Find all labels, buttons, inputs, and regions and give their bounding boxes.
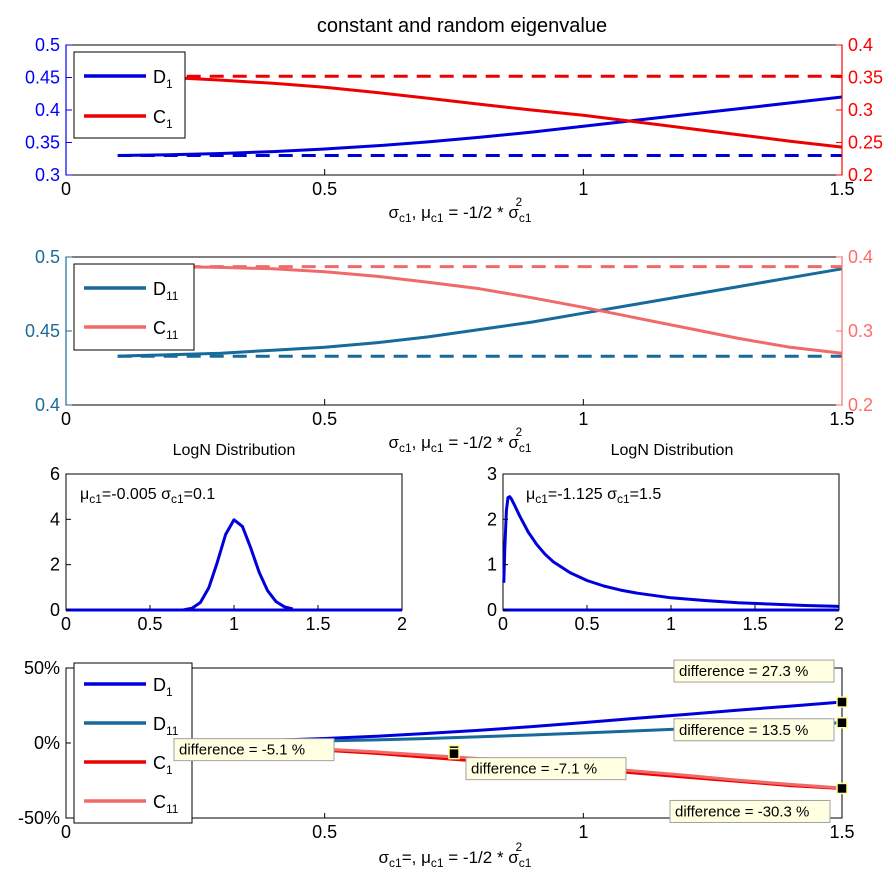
p2-ytick-left-label: 0.5 [35,247,60,267]
p3-xtick-label: 1 [229,614,239,634]
p1-ytick-left-label: 0.45 [25,68,60,88]
p1-ytick-right-label: 0.3 [848,100,873,120]
p5-xtick-label: 1.5 [829,822,854,842]
panel-4-title: LogN Distribution [611,442,734,459]
p1-xtick-label: 0 [61,179,71,199]
p2-xtick-label: 0.5 [312,409,337,429]
panel-1-legend: D1 C1 [73,51,186,139]
datatip-label: difference = -30.3 % [675,803,809,820]
p1-ytick-left-label: 0.35 [25,133,60,153]
panel-2-x-axis-label: σc1, μc1 = -1/2 * σc12 [388,425,531,455]
p1-ytick-left-label: 0.3 [35,165,60,185]
p3-ytick-label: 4 [50,509,60,529]
panel-5-x-axis-label: σc1=, μc1 = -1/2 * σc12 [379,840,532,870]
datatip-box [673,718,835,742]
p3-ytick-label: 0 [50,600,60,620]
p4-ytick-label: 0 [487,600,497,620]
p4-xtick-label: 2 [834,614,844,634]
p2-ytick-right-label: 0.3 [848,321,873,341]
p3-series-0 [183,518,294,612]
p3-xtick-label: 2 [397,614,407,634]
p2-ytick-right-label: 0.2 [848,395,873,415]
p5-xtick-label: 0 [61,822,71,842]
p1-ytick-right-label: 0.25 [848,133,883,153]
panel-3-title: LogN Distribution [173,442,296,459]
datatip-label: difference = 27.3 % [679,663,808,680]
p1-ytick-right-label: 0.4 [848,35,873,55]
p3-xtick-label: 1.5 [305,614,330,634]
datatip-marker[interactable] [836,782,848,795]
p5-ytick-label: 0% [34,733,60,753]
panel-4-axes-box [502,473,840,611]
p1-xtick-label: 1 [578,179,588,199]
datatip-box [173,738,335,762]
p4-ytick-label: 3 [487,464,497,484]
p1-xtick-label: 1.5 [829,179,854,199]
p4-xtick-label: 1 [666,614,676,634]
p1-ytick-left-label: 0.5 [35,35,60,55]
p2-ytick-right-label: 0.4 [848,247,873,267]
datatip-label: difference = -5.1 % [179,742,305,759]
panel-5-legend: D1 D11 C1 C11 [73,662,193,824]
panel-1: 0 0.5 1 1.5 0.3 0.35 0.4 0.45 0.5 0.2 0.25 0.3 0.35 0… [25,35,883,225]
p5-xtick-label: 1 [578,822,588,842]
p2-xtick-label: 1.5 [829,409,854,429]
p2-xtick-label: 1 [578,409,588,429]
datatip-box [669,799,831,823]
p1-ytick-right-label: 0.35 [848,68,883,88]
p2-xtick-label: 0 [61,409,71,429]
figure-title: constant and random eigenvalue [317,15,607,37]
panel-3-axes-box [65,473,403,611]
p4-xtick-label: 1.5 [742,614,767,634]
panel-1-x-axis-label: σc1, μc1 = -1/2 * σc12 [388,195,531,225]
p4-series-0 [502,495,840,608]
datatip-box [465,757,627,781]
p5-xtick-label: 0.5 [312,822,337,842]
p3-xtick-label: 0 [61,614,71,634]
datatip-marker[interactable] [836,696,848,708]
p5-ytick-label: -50% [18,808,60,828]
p1-ytick-right-label: 0.2 [848,165,873,185]
datatip-label: difference = 13.5 % [679,722,808,739]
p2-ytick-left-label: 0.4 [35,395,60,415]
datatip-marker[interactable] [448,747,460,760]
p1-xtick-label: 0.5 [312,179,337,199]
datatip-marker[interactable] [836,717,848,729]
p4-xtick-label: 0.5 [574,614,599,634]
datatip-box [673,659,835,683]
p2-series-d11 [117,267,843,358]
p3-ytick-label: 6 [50,464,60,484]
p4-xtick-label: 0 [498,614,508,634]
datatip-label: difference = -7.1 % [471,761,597,778]
p3-ytick-label: 2 [50,555,60,575]
panel-2-legend: D11 C11 [73,263,195,351]
p5-ytick-label: 50% [24,658,60,678]
p2-ytick-left-label: 0.45 [25,321,60,341]
p3-xtick-label: 0.5 [137,614,162,634]
p1-series-c1 [117,74,843,149]
p1-series-d1 [117,95,843,157]
p1-ytick-left-label: 0.4 [35,100,60,120]
p4-ytick-label: 1 [487,555,497,575]
panel-2: 0 0.5 1 1.5 0.4 0.45 0.5 0.2 0.3 0.4 σc1, μc1 = -… [25,247,873,455]
p4-ytick-label: 2 [487,509,497,529]
panel-5: 0 0.5 1 1.5 -50% 0% 50% D1 D11 C1 C11 differen… [18,658,855,870]
